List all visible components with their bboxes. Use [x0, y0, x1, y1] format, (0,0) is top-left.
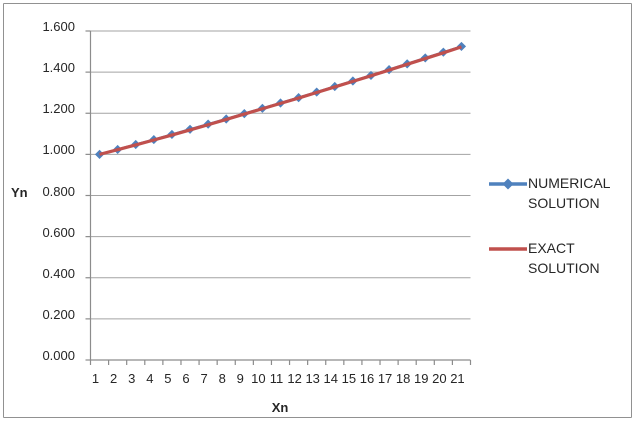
numerical-series-swatch-icon	[489, 178, 527, 190]
exact-series-swatch-icon	[489, 247, 527, 251]
x-tick-label: 3	[128, 371, 136, 386]
y-tick-label: 0.800	[42, 183, 75, 199]
y-tick-label: 1.200	[42, 101, 75, 117]
y-tick-label: 1.000	[42, 142, 75, 158]
x-tick-label: 14	[323, 371, 339, 386]
x-tick-label: 20	[432, 371, 447, 386]
x-tick-label: 15	[341, 371, 357, 386]
legend-item-exact-solution: EXACT SOLUTION	[489, 238, 630, 278]
y-tick-label: 0.200	[42, 306, 75, 322]
x-tick-label: 13	[305, 371, 320, 386]
y-tick-label: 0.400	[42, 265, 75, 281]
x-tick-label: 9	[236, 371, 244, 386]
legend-item-numerical-solution: NUMERICAL SOLUTION	[489, 173, 630, 213]
x-tick-label: 18	[395, 371, 411, 386]
x-tick-label: 7	[200, 371, 208, 386]
y-tick-label: 1.400	[42, 60, 75, 76]
x-tick-label: 4	[146, 371, 154, 386]
x-tick-label: 1	[91, 371, 100, 386]
legend-label-exact-solution: EXACT SOLUTION	[528, 240, 600, 276]
x-tick-label: 21	[450, 371, 465, 386]
x-tick-label: 6	[182, 371, 190, 386]
y-tick-label: 0.600	[42, 224, 75, 240]
y-axis-title: Yn	[11, 185, 28, 200]
y-tick-label: 0.000	[42, 348, 75, 363]
x-tick-label: 11	[269, 371, 284, 386]
y-tick-label: 1.600	[42, 19, 75, 34]
plot-area	[85, 30, 472, 365]
x-tick-label: 19	[414, 371, 429, 386]
x-tick-label: 17	[377, 371, 393, 386]
x-tick-label: 12	[287, 371, 302, 386]
legend-label-numerical-solution: NUMERICAL SOLUTION	[528, 175, 610, 211]
x-axis-title: Xn	[271, 400, 289, 415]
x-tick-label: 2	[110, 371, 118, 386]
x-tick-label: 5	[164, 371, 172, 386]
x-tick-label: 10	[251, 371, 266, 386]
chart-frame: 1.600 1.400 1.200 1.000 0.800 0.600 0.400 0.200…	[3, 3, 632, 418]
x-tick-label: 16	[359, 371, 375, 386]
x-tick-label: 8	[218, 371, 226, 386]
